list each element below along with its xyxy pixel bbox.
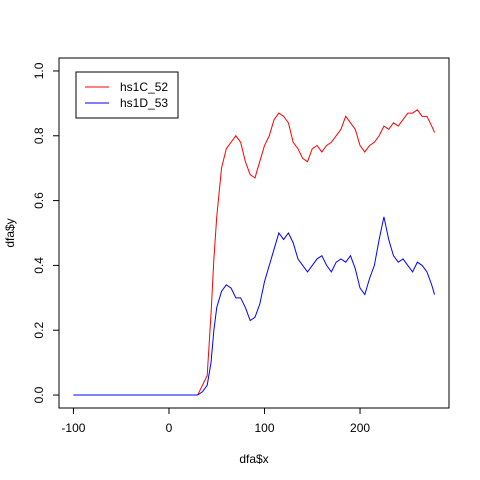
x-axis-label: dfa$x — [239, 452, 268, 466]
legend-label: hs1D_53 — [120, 96, 168, 110]
x-tick-label: -100 — [61, 421, 85, 435]
x-tick-label: 0 — [166, 421, 173, 435]
y-tick-label: 0.8 — [32, 127, 46, 144]
y-tick-label: 0.4 — [32, 257, 46, 274]
y-tick-label: 0.0 — [32, 386, 46, 403]
legend-box — [75, 71, 179, 119]
y-tick-label: 0.6 — [32, 192, 46, 209]
line-series — [73, 216, 436, 396]
y-tick-label: 0.2 — [32, 322, 46, 339]
y-tick-label: 1.0 — [32, 62, 46, 79]
line-series — [73, 109, 436, 396]
legend-label: hs1C_52 — [120, 80, 168, 94]
x-tick-label: 200 — [350, 421, 370, 435]
x-tick-label: 100 — [254, 421, 274, 435]
y-axis-label: dfa$y — [3, 218, 17, 247]
